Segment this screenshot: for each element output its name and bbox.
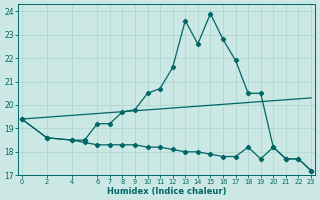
- X-axis label: Humidex (Indice chaleur): Humidex (Indice chaleur): [107, 187, 226, 196]
